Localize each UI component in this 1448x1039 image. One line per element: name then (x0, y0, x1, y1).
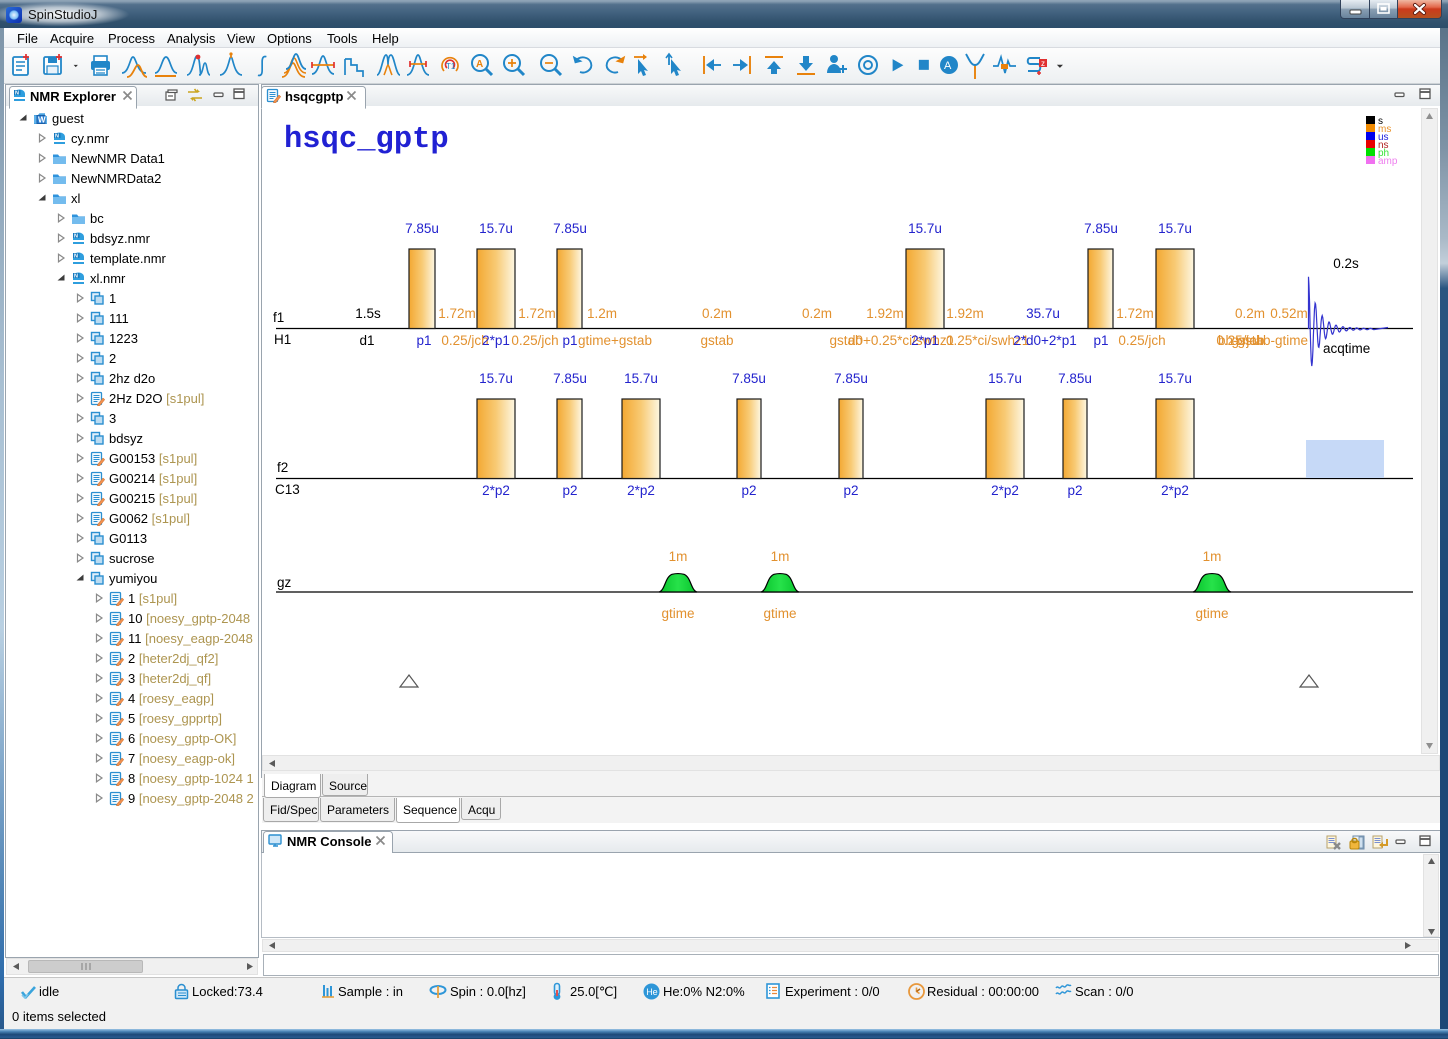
svg-text:gz: gz (277, 575, 292, 590)
svg-text:amp: amp (1378, 156, 1398, 167)
svg-text:ns: ns (1378, 140, 1389, 151)
svg-text:15.7u: 15.7u (479, 221, 513, 236)
svg-text:0.25/jch: 0.25/jch (511, 333, 558, 348)
svg-text:15.7u: 15.7u (988, 371, 1022, 386)
svg-text:2*d0+2*p1: 2*d0+2*p1 (1013, 333, 1076, 348)
svg-text:2*p2: 2*p2 (1161, 483, 1189, 498)
svg-text:N: N (74, 274, 78, 280)
svg-text:0.25/jch: 0.25/jch (1118, 333, 1165, 348)
svg-text:0.2m: 0.2m (802, 306, 832, 321)
svg-text:1m: 1m (771, 549, 790, 564)
svg-text:1.72m: 1.72m (1116, 306, 1154, 321)
svg-text:0.2m: 0.2m (702, 306, 732, 321)
svg-text:1m: 1m (1203, 549, 1222, 564)
svg-text:7.85u: 7.85u (834, 371, 868, 386)
svg-text:1.92m: 1.92m (946, 306, 984, 321)
svg-text:d1: d1 (359, 333, 374, 348)
svg-text:ms: ms (1378, 124, 1391, 135)
svg-text:2*p1: 2*p1 (482, 333, 510, 348)
svg-text:15.7u: 15.7u (479, 371, 513, 386)
svg-text:p1: p1 (562, 333, 577, 348)
svg-text:C13: C13 (275, 482, 300, 497)
svg-text:N: N (74, 234, 78, 240)
svg-text:s: s (1378, 116, 1383, 127)
svg-text:A: A (476, 59, 483, 70)
svg-text:p1: p1 (1093, 333, 1108, 348)
svg-text:z: z (1041, 59, 1045, 68)
svg-text:2*p2: 2*p2 (627, 483, 655, 498)
svg-text:W: W (38, 116, 46, 125)
svg-text:2*p1: 2*p1 (911, 333, 939, 348)
svg-text:N: N (55, 134, 59, 140)
svg-text:0.52m: 0.52m (1270, 306, 1308, 321)
svg-text:1.92m: 1.92m (866, 306, 904, 321)
svg-text:H1: H1 (274, 332, 291, 347)
svg-text:gstab: gstab (1231, 333, 1264, 348)
svg-text:f1: f1 (273, 310, 284, 325)
svg-text:2*p2: 2*p2 (482, 483, 510, 498)
svg-text:p1: p1 (416, 333, 431, 348)
svg-text:hsqc_gptp: hsqc_gptp (284, 123, 449, 157)
svg-text:15.7u: 15.7u (908, 221, 942, 236)
svg-text:35.7u: 35.7u (1026, 306, 1060, 321)
svg-text:ph: ph (1378, 148, 1389, 159)
svg-text:7.85u: 7.85u (732, 371, 766, 386)
svg-text:0.2m: 0.2m (1235, 306, 1265, 321)
svg-text:p2: p2 (1067, 483, 1082, 498)
svg-text:0.2s: 0.2s (1333, 256, 1359, 271)
svg-text:gtime: gtime (661, 606, 694, 621)
svg-text:1.5s: 1.5s (355, 306, 381, 321)
svg-text:1.72m: 1.72m (518, 306, 556, 321)
svg-text:N: N (74, 254, 78, 260)
svg-text:1.72m: 1.72m (438, 306, 476, 321)
svg-text:gstab: gstab (700, 333, 733, 348)
svg-text:15.7u: 15.7u (1158, 371, 1192, 386)
svg-text:p2: p2 (843, 483, 858, 498)
svg-text:p2: p2 (562, 483, 577, 498)
svg-text:0.25/jch: 0.25/jch (1216, 333, 1263, 348)
svg-text:7.85u: 7.85u (553, 371, 587, 386)
svg-text:1m: 1m (669, 549, 688, 564)
svg-text:p2: p2 (741, 483, 756, 498)
svg-text:15.7u: 15.7u (624, 371, 658, 386)
svg-text:7.85u: 7.85u (553, 221, 587, 236)
svg-text:A: A (944, 60, 952, 72)
svg-text:gtime+gstab: gtime+gstab (578, 333, 652, 348)
svg-text:15.7u: 15.7u (1158, 221, 1192, 236)
svg-text:acqtime: acqtime (1323, 341, 1370, 356)
svg-text:gstab: gstab (829, 333, 862, 348)
svg-text:d0+0.25*ci/swhz1: d0+0.25*ci/swhz1 (848, 333, 954, 348)
svg-text:us: us (1378, 132, 1389, 143)
svg-text:7.85u: 7.85u (1084, 221, 1118, 236)
svg-text:7.85u: 7.85u (1058, 371, 1092, 386)
svg-text:f2: f2 (277, 460, 288, 475)
svg-text:2*p2: 2*p2 (991, 483, 1019, 498)
svg-text:0.25*ci/swhz1: 0.25*ci/swhz1 (946, 333, 1029, 348)
svg-text:1.2m: 1.2m (587, 306, 617, 321)
svg-text:bh-gstab-gtime: bh-gstab-gtime (1218, 333, 1308, 348)
svg-text:N: N (15, 91, 19, 97)
svg-text:gtime: gtime (1195, 606, 1228, 621)
svg-text:T1: T1 (446, 62, 456, 71)
svg-text:0.25/jch: 0.25/jch (441, 333, 488, 348)
svg-text:7.85u: 7.85u (405, 221, 439, 236)
svg-text:He: He (646, 987, 658, 997)
svg-text:gtime: gtime (763, 606, 796, 621)
